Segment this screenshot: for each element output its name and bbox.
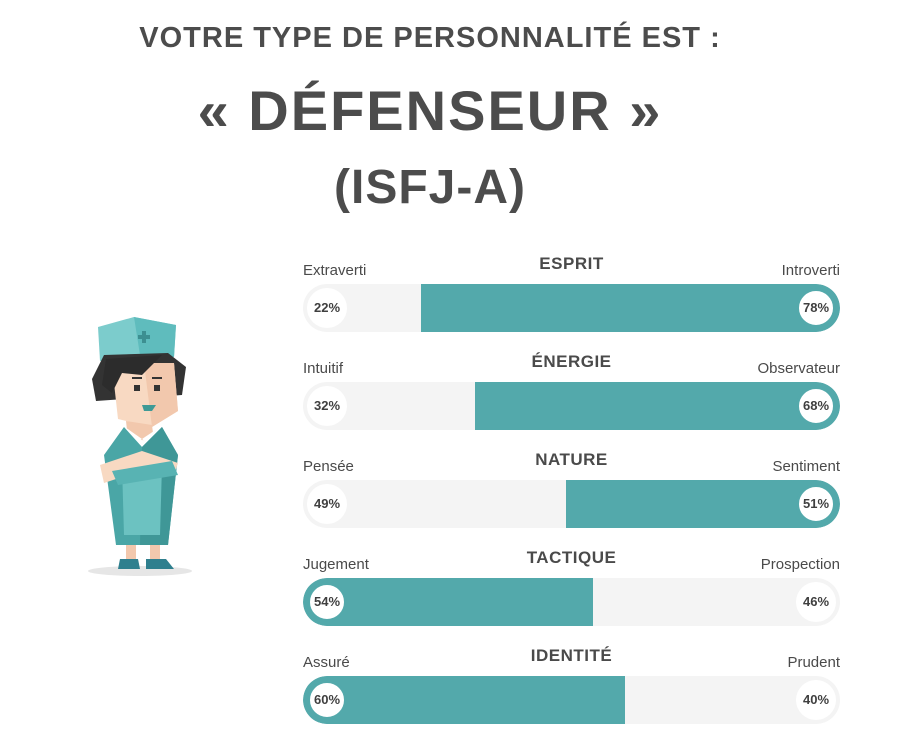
left-percent-badge: 54% (307, 582, 347, 622)
scale-nature: Pensée NATURE Sentiment 49% 51% (303, 446, 840, 544)
scale-right-label: Introverti (781, 262, 840, 279)
right-percent-badge: 68% (796, 386, 836, 426)
scale-track: 22% 78% (303, 284, 840, 332)
scale-title: IDENTITÉ (530, 646, 613, 665)
scale-track: 60% 40% (303, 676, 840, 724)
scale-fill (303, 676, 626, 724)
scale-track: 54% 46% (303, 578, 840, 626)
personality-scales: Extraverti ESPRIT Introverti 22% 78% Int… (303, 250, 840, 740)
scale-title: TACTIQUE (526, 548, 617, 567)
scale-right-label: Sentiment (772, 458, 840, 475)
scale-track: 49% 51% (303, 480, 840, 528)
right-percent-badge: 78% (796, 288, 836, 328)
scale-energy: Intuitif ÉNERGIE Observateur 32% 68% (303, 348, 840, 446)
scale-fill (474, 382, 840, 430)
scale-title: NATURE (535, 450, 608, 469)
left-percent-badge: 22% (307, 288, 347, 328)
scale-fill (566, 480, 840, 528)
scale-right-label: Prospection (760, 556, 840, 573)
personality-type-name: « DÉFENSEUR » (197, 79, 663, 142)
scale-left-label: Pensée (303, 458, 354, 475)
scale-title: ÉNERGIE (531, 352, 612, 371)
scale-fill (421, 284, 840, 332)
left-percent-badge: 32% (307, 386, 347, 426)
scale-title: ESPRIT (539, 254, 604, 273)
nurse-avatar-icon (88, 317, 192, 576)
left-percent-badge: 60% (307, 680, 347, 720)
scale-left-label: Assuré (303, 654, 350, 671)
left-percent-badge: 49% (307, 484, 347, 524)
scale-mind: Extraverti ESPRIT Introverti 22% 78% (303, 250, 840, 348)
personality-type-code: (ISFJ-A) (334, 161, 526, 214)
scale-right-label: Observateur (757, 360, 840, 377)
scale-left-label: Intuitif (303, 360, 344, 377)
right-percent-badge: 40% (796, 680, 836, 720)
scale-identity: Assuré IDENTITÉ Prudent 60% 40% (303, 642, 840, 740)
result-pre-title: VOTRE TYPE DE PERSONNALITÉ EST : (139, 22, 721, 54)
scale-right-label: Prudent (787, 654, 840, 671)
scale-left-label: Jugement (303, 556, 369, 573)
scale-fill (303, 578, 593, 626)
scale-left-label: Extraverti (303, 262, 367, 279)
right-percent-badge: 51% (796, 484, 836, 524)
right-percent-badge: 46% (796, 582, 836, 622)
scale-tactics: Jugement TACTIQUE Prospection 54% 46% (303, 544, 840, 642)
scale-track: 32% 68% (303, 382, 840, 430)
